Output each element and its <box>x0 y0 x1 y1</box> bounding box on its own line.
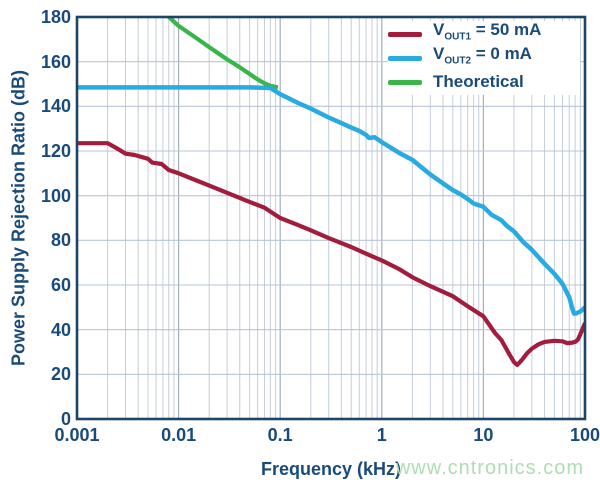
y-tick-label: 120 <box>40 141 71 161</box>
y-axis-title: Power Supply Rejection Ratio (dB) <box>8 69 29 367</box>
legend-label: VOUT2 = 0 mA <box>433 44 532 67</box>
x-tick-label: 0.001 <box>54 425 100 445</box>
legend-swatch-line <box>388 79 422 85</box>
legend-label-subscript: OUT1 <box>444 31 472 43</box>
legend-item: Theoretical <box>388 71 580 93</box>
y-tick-label: 80 <box>50 230 71 251</box>
legend-label-subscript: OUT2 <box>444 55 472 67</box>
series-line-theoretical <box>165 17 279 90</box>
chart-legend: VOUT1 = 50 mA VOUT2 = 0 mA Theoretical <box>388 20 580 95</box>
legend-label: VOUT1 = 50 mA <box>433 20 542 43</box>
y-tick-label: 100 <box>40 185 71 206</box>
y-tick-label: 0 <box>60 409 71 429</box>
x-tick-label: 0.01 <box>161 425 197 445</box>
legend-swatch-line <box>388 31 422 37</box>
watermark-text: www.cntronics.com <box>395 457 584 479</box>
y-tick-label: 60 <box>50 275 71 295</box>
legend-item: VOUT2 = 0 mA <box>388 44 580 69</box>
axis-border <box>75 15 587 421</box>
y-tick-label: 180 <box>40 7 71 27</box>
x-tick-label: 100 <box>569 425 600 445</box>
legend-label: Theoretical <box>433 72 524 91</box>
series-line-vout2-0-ma <box>77 85 585 316</box>
legend-swatch-line <box>388 55 422 61</box>
y-tick-label: 160 <box>40 51 71 72</box>
y-tick-label: 40 <box>50 319 71 340</box>
x-tick-label: 1 <box>376 425 387 445</box>
legend-item: VOUT1 = 50 mA <box>388 20 580 45</box>
series-line-vout1-50-ma <box>77 141 585 368</box>
x-tick-label: 10 <box>473 425 494 445</box>
x-tick-label: 0.1 <box>267 425 293 445</box>
x-axis-title: Frequency (kHz) <box>260 459 402 479</box>
y-tick-label: 20 <box>50 364 71 385</box>
y-tick-label: 140 <box>40 96 71 117</box>
